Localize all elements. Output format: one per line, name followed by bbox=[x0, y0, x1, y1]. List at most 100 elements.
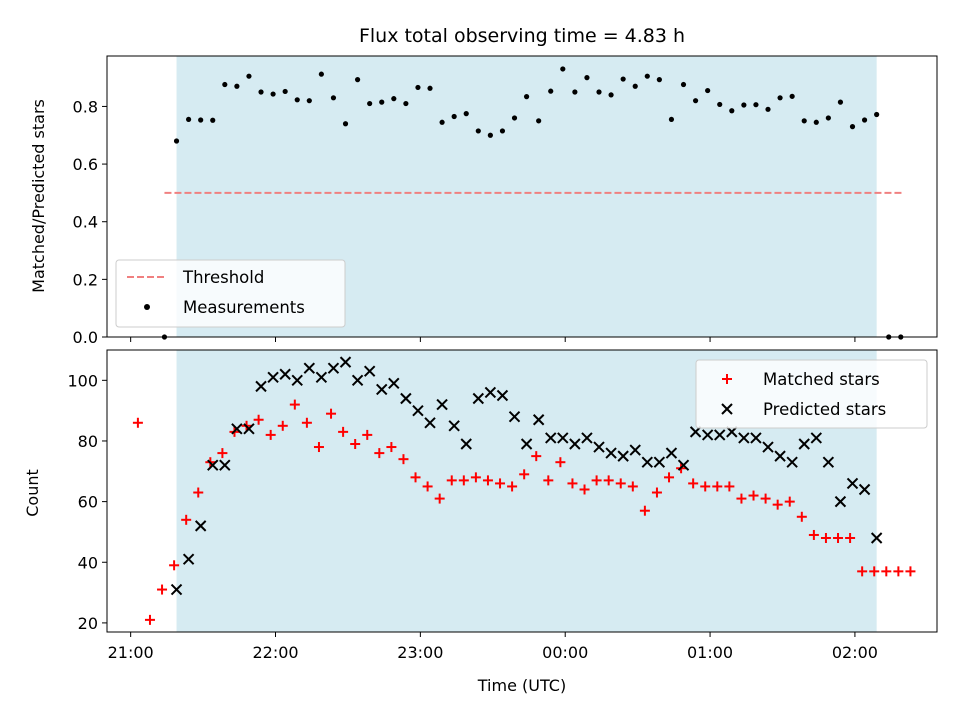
matched-stars-point bbox=[313, 442, 324, 453]
matched-stars-point bbox=[833, 533, 844, 543]
measurement-point bbox=[318, 71, 324, 77]
predicted-stars-point bbox=[593, 441, 605, 453]
measurement-point bbox=[379, 99, 385, 105]
measurement-point bbox=[451, 113, 457, 120]
measurement-point bbox=[668, 116, 675, 123]
matched-stars-point bbox=[881, 566, 892, 577]
matched-stars-point bbox=[446, 475, 457, 486]
matched-stars-point bbox=[157, 584, 168, 595]
predicted-stars-point bbox=[822, 456, 835, 468]
matched-stars-point bbox=[326, 408, 337, 419]
x-tick-label: 00:00 bbox=[542, 643, 588, 662]
predicted-stars-point bbox=[207, 459, 219, 471]
bottom-y-tick-label: 40 bbox=[78, 553, 98, 572]
measurement-point bbox=[765, 106, 771, 112]
matched-stars-point bbox=[591, 475, 602, 486]
predicted-stars-point bbox=[532, 414, 545, 426]
top-panel-frame bbox=[106, 55, 938, 338]
measurement-point bbox=[523, 94, 530, 100]
predicted-stars-point bbox=[798, 438, 810, 450]
predicted-stars-point bbox=[689, 426, 702, 438]
matched-stars-point bbox=[350, 439, 361, 449]
predicted-stars-point bbox=[617, 450, 629, 462]
predicted-stars-point bbox=[714, 429, 726, 441]
matched-stars-point bbox=[857, 566, 868, 577]
matched-stars-point bbox=[555, 457, 566, 468]
matched-stars-point bbox=[132, 417, 143, 428]
matched-stars-point bbox=[796, 511, 807, 522]
matched-stars-point bbox=[301, 417, 312, 428]
measurement-point bbox=[282, 88, 288, 95]
measurement-point bbox=[692, 98, 699, 104]
bottom-y-tick-label: 60 bbox=[78, 493, 98, 512]
matched-stars-point bbox=[579, 484, 590, 495]
measurement-point bbox=[367, 100, 373, 107]
matched-stars-point bbox=[845, 533, 856, 543]
matched-stars-point bbox=[434, 493, 445, 504]
matched-stars-point bbox=[338, 426, 349, 437]
legend-matched-label: Matched stars bbox=[763, 370, 880, 389]
predicted-stars-point bbox=[557, 432, 569, 444]
top-legend: Threshold Measurements bbox=[115, 259, 346, 328]
predicted-stars-point bbox=[279, 368, 291, 380]
measurement-point bbox=[753, 102, 759, 108]
matched-stars-point bbox=[277, 420, 288, 431]
predicted-stars-point bbox=[460, 438, 472, 450]
measurement-point bbox=[572, 89, 578, 95]
matched-stars-point bbox=[760, 493, 771, 504]
measurement-point bbox=[185, 116, 192, 123]
predicted-stars-point bbox=[762, 441, 774, 453]
top-y-tick-label: 0.2 bbox=[73, 270, 98, 289]
predicted-stars-point bbox=[315, 371, 328, 383]
predicted-stars-point bbox=[484, 386, 497, 399]
measurement-point bbox=[874, 111, 880, 118]
measurement-point bbox=[258, 89, 264, 95]
predicted-stars-point bbox=[545, 432, 557, 444]
measurement-point bbox=[427, 85, 433, 91]
measurement-point bbox=[270, 91, 276, 97]
measurement-point bbox=[342, 121, 349, 127]
measurement-point bbox=[801, 118, 807, 124]
measurement-point bbox=[246, 73, 252, 79]
matched-stars-point bbox=[893, 566, 904, 577]
matched-stars-point bbox=[651, 487, 662, 498]
matched-stars-point bbox=[724, 481, 735, 492]
measurement-point bbox=[198, 117, 204, 123]
measurement-point bbox=[511, 115, 518, 121]
measurement-point bbox=[306, 98, 312, 104]
measurement-point bbox=[620, 76, 626, 82]
predicted-stars-point bbox=[231, 423, 243, 435]
matched-stars-point bbox=[144, 614, 155, 625]
matched-stars-point bbox=[482, 475, 493, 486]
matched-stars-point bbox=[543, 475, 554, 486]
measurement-point bbox=[487, 132, 493, 138]
legend-matched-marker bbox=[722, 374, 732, 384]
measurement-point bbox=[777, 95, 783, 101]
measurement-point bbox=[548, 88, 554, 94]
predicted-stars-point bbox=[243, 423, 255, 435]
matched-stars-point bbox=[253, 414, 264, 425]
predicted-stars-point bbox=[339, 356, 352, 368]
matched-stars-point bbox=[458, 475, 469, 486]
measurement-point bbox=[210, 117, 216, 123]
matched-stars-point bbox=[688, 478, 699, 489]
matched-stars-point bbox=[748, 490, 759, 501]
measurement-point bbox=[656, 77, 662, 83]
measurement-point bbox=[294, 97, 300, 103]
predicted-stars-point bbox=[327, 362, 340, 374]
legend-predicted-label: Predicted stars bbox=[763, 400, 886, 419]
matched-stars-point bbox=[289, 399, 300, 410]
measurement-point bbox=[680, 81, 687, 88]
measurement-point bbox=[354, 77, 361, 83]
matched-stars-point bbox=[410, 472, 421, 483]
top-y-axis-label: Matched/Predicted stars bbox=[29, 99, 48, 293]
matched-stars-point bbox=[905, 566, 916, 577]
bottom-legend-box bbox=[695, 359, 928, 429]
measurement-point bbox=[173, 138, 180, 144]
top-y-tick-label: 0.6 bbox=[73, 155, 98, 174]
measurement-point bbox=[608, 92, 614, 98]
measurement-point bbox=[789, 93, 795, 99]
matched-stars-point bbox=[169, 560, 180, 571]
matched-stars-point bbox=[615, 478, 626, 489]
top-y-tick-label: 0.4 bbox=[73, 213, 98, 232]
